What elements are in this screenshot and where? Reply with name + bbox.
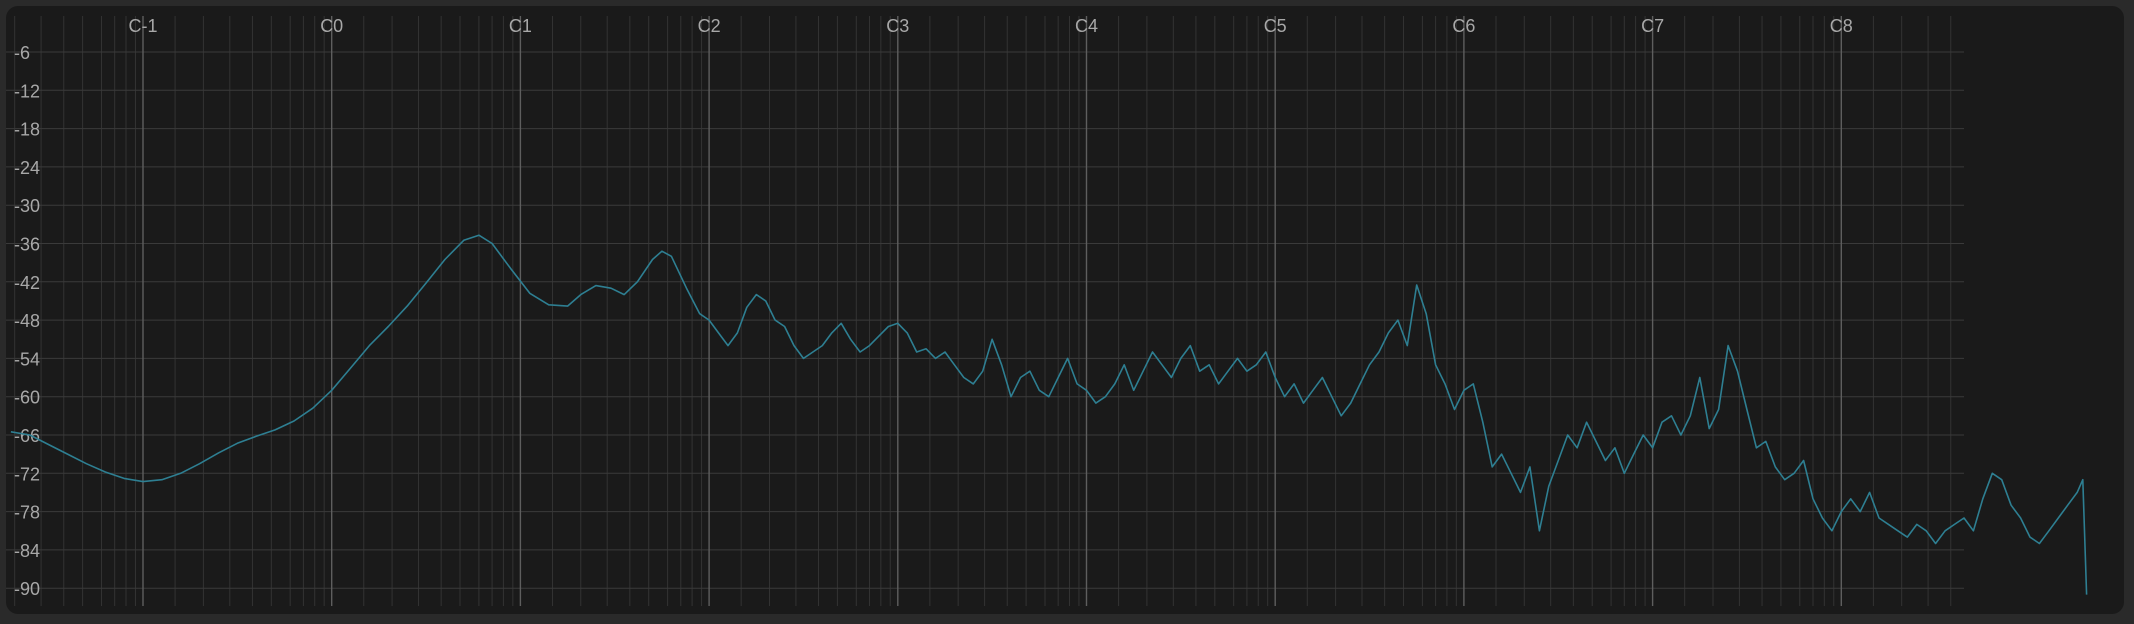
spectrum-analyzer-panel: C-1 C0 C1 C2 C3 C4 C5 C6 C7 C8 -6 -12 -18 -24 -30 -36 -… xyxy=(6,6,2124,614)
x-tick-label: C6 xyxy=(1452,16,1475,36)
y-tick-label: -36 xyxy=(14,235,40,255)
y-tick-label: -84 xyxy=(14,541,40,561)
x-tick-label: C1 xyxy=(509,16,532,36)
y-tick-label: -66 xyxy=(14,426,40,446)
y-tick-label: -6 xyxy=(14,43,30,63)
y-tick-label: -90 xyxy=(14,579,40,599)
spectrum-chart: C-1 C0 C1 C2 C3 C4 C5 C6 C7 C8 -6 -12 -18 -24 -30 -36 -… xyxy=(6,16,2088,606)
y-tick-label: -48 xyxy=(14,311,40,331)
y-tick-label: -12 xyxy=(14,81,40,101)
y-tick-label: -54 xyxy=(14,349,40,369)
x-tick-label: C4 xyxy=(1075,16,1098,36)
x-tick-label: C-1 xyxy=(128,16,157,36)
x-tick-label: C8 xyxy=(1830,16,1853,36)
y-tick-label: -78 xyxy=(14,503,40,523)
y-tick-label: -60 xyxy=(14,388,40,408)
x-tick-label: C3 xyxy=(886,16,909,36)
y-tick-label: -72 xyxy=(14,464,40,484)
y-tick-label: -30 xyxy=(14,196,40,216)
y-tick-label: -24 xyxy=(14,158,40,178)
y-tick-label: -42 xyxy=(14,273,40,293)
x-tick-label: C0 xyxy=(320,16,343,36)
x-tick-label: C2 xyxy=(698,16,721,36)
spectrum-series-line xyxy=(10,234,2088,595)
x-tick-label: C7 xyxy=(1641,16,1664,36)
x-tick-label: C5 xyxy=(1264,16,1287,36)
y-tick-label: -18 xyxy=(14,120,40,140)
